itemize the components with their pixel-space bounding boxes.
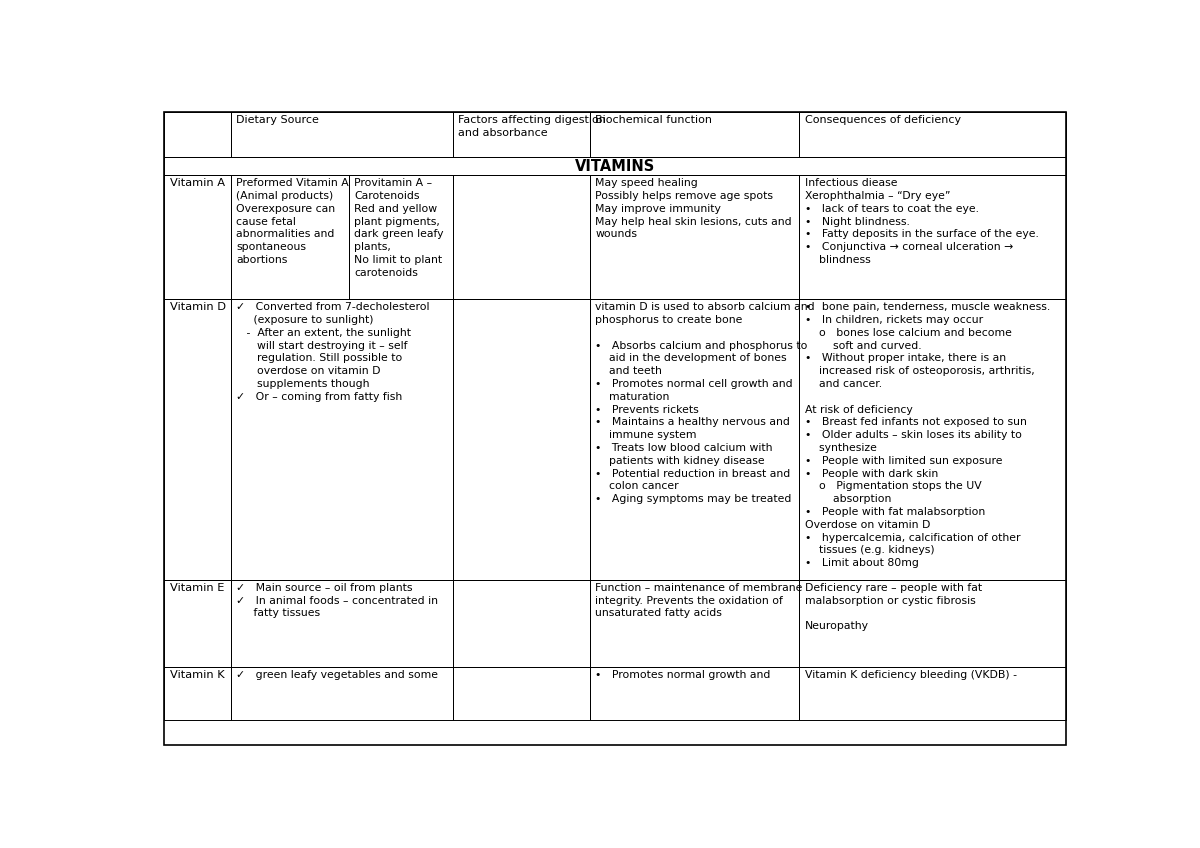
Bar: [799, 112, 1066, 157]
Text: Deficiency rare – people with fat
malabsorption or cystic fibrosis

Neuropathy: Deficiency rare – people with fat malabs…: [805, 583, 982, 631]
Bar: [452, 175, 589, 299]
Text: Dietary Source: Dietary Source: [236, 114, 319, 125]
Text: Biochemical function: Biochemical function: [595, 114, 713, 125]
Text: •   bone pain, tenderness, muscle weakness.
•   In children, rickets may occur
 : • bone pain, tenderness, muscle weakness…: [805, 302, 1050, 568]
Bar: [589, 580, 799, 667]
Bar: [589, 299, 799, 580]
Text: Vitamin E: Vitamin E: [169, 583, 224, 593]
Text: Infectious diease
Xerophthalmia – “Dry eye”
•   lack of tears to coat the eye.
•: Infectious diease Xerophthalmia – “Dry e…: [805, 178, 1038, 265]
Text: Vitamin A: Vitamin A: [169, 178, 224, 188]
Bar: [452, 667, 589, 720]
Bar: [230, 667, 452, 720]
Text: May speed healing
Possibly helps remove age spots
May improve immunity
May help : May speed healing Possibly helps remove …: [595, 178, 792, 239]
Text: vitamin D is used to absorb calcium and
phosphorus to create bone

•   Absorbs c: vitamin D is used to absorb calcium and …: [595, 302, 815, 505]
Bar: [164, 580, 230, 667]
Text: ✓   green leafy vegetables and some: ✓ green leafy vegetables and some: [236, 670, 438, 680]
Text: ✓   Converted from 7-decholesterol
     (exposure to sunlight)
   -  After an ex: ✓ Converted from 7-decholesterol (exposu…: [236, 302, 430, 402]
Text: Function – maintenance of membrane
integrity. Prevents the oxidation of
unsatura: Function – maintenance of membrane integ…: [595, 583, 803, 618]
Bar: [452, 580, 589, 667]
Bar: [799, 580, 1066, 667]
Text: Factors affecting digestion
and absorbance: Factors affecting digestion and absorban…: [458, 114, 606, 137]
Bar: [799, 175, 1066, 299]
Bar: [164, 175, 230, 299]
Bar: [230, 175, 349, 299]
Bar: [799, 299, 1066, 580]
Bar: [799, 667, 1066, 720]
Bar: [164, 667, 230, 720]
Bar: [349, 175, 452, 299]
Bar: [230, 299, 452, 580]
Text: VITAMINS: VITAMINS: [575, 159, 655, 174]
Text: ✓   Main source – oil from plants
✓   In animal foods – concentrated in
     fat: ✓ Main source – oil from plants ✓ In ani…: [236, 583, 438, 618]
Bar: [589, 175, 799, 299]
Bar: [230, 580, 452, 667]
Text: Vitamin K: Vitamin K: [169, 670, 224, 680]
Text: Vitamin D: Vitamin D: [169, 302, 226, 312]
Bar: [230, 112, 452, 157]
Bar: [164, 299, 230, 580]
Text: Provitamin A –
Carotenoids
Red and yellow
plant pigments,
dark green leafy
plant: Provitamin A – Carotenoids Red and yello…: [354, 178, 444, 278]
Bar: [164, 112, 230, 157]
Bar: [589, 112, 799, 157]
Bar: [164, 157, 1066, 175]
Text: Vitamin K deficiency bleeding (VKDB) -: Vitamin K deficiency bleeding (VKDB) -: [805, 670, 1016, 680]
Text: Preformed Vitamin A
(Animal products)
Overexposure can
cause fetal
abnormalities: Preformed Vitamin A (Animal products) Ov…: [236, 178, 349, 265]
Text: •   Promotes normal growth and: • Promotes normal growth and: [595, 670, 770, 680]
Bar: [589, 667, 799, 720]
Bar: [452, 299, 589, 580]
Text: Consequences of deficiency: Consequences of deficiency: [805, 114, 961, 125]
Bar: [452, 112, 589, 157]
